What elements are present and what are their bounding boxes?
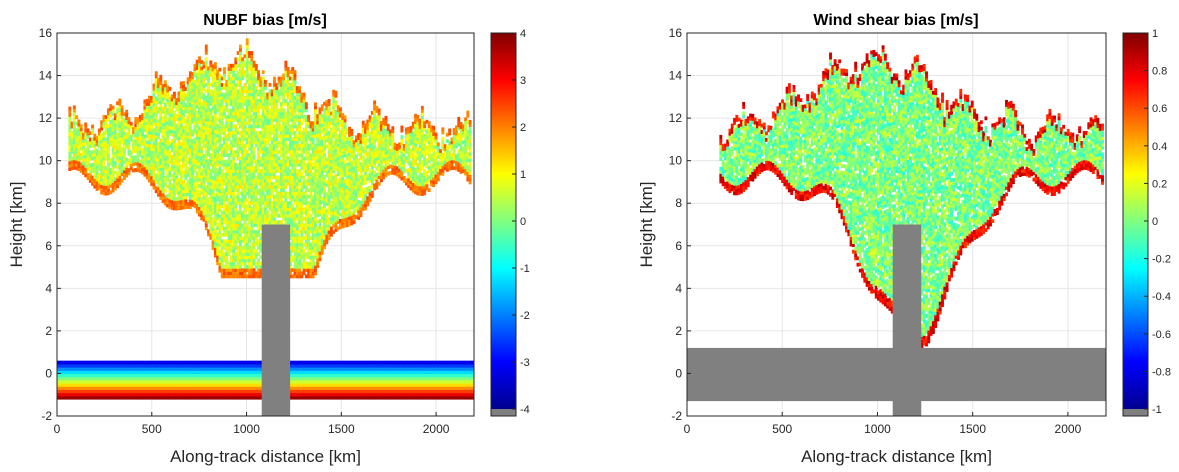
heatmap-cell [68, 107, 71, 111]
heatmap-cell [84, 122, 87, 126]
heatmap-cell [334, 100, 337, 104]
heatmap-cell [75, 115, 78, 119]
heatmap-cell [255, 64, 258, 68]
heatmap-cell [269, 83, 272, 87]
heatmap-cell [339, 107, 342, 111]
heatmap-cell [284, 61, 287, 65]
heatmap-cell [250, 51, 253, 55]
heatmap-cell [118, 99, 121, 103]
heatmap-cell [314, 102, 317, 106]
heatmap-cell [305, 102, 308, 106]
heatmap-cell [218, 68, 221, 72]
heatmap-cell [209, 60, 212, 64]
heatmap-cell [262, 70, 265, 74]
heatmap-cell [80, 124, 83, 128]
heatmap-cell [112, 106, 115, 110]
heatmap-cell [328, 99, 331, 103]
heatmap-cell [155, 71, 158, 75]
heatmap-cell [159, 75, 162, 79]
chart-title: NUBF bias [m/s] [203, 12, 327, 29]
heatmap-cell [125, 110, 128, 114]
heatmap-cell [164, 189, 167, 193]
heatmap-cell [128, 117, 131, 121]
heatmap-cell [205, 45, 208, 49]
heatmap-cell [307, 115, 310, 119]
heatmap-cell [198, 56, 201, 60]
heatmap-cell [223, 67, 226, 71]
heatmap-cell [344, 115, 347, 119]
heatmap-cell [350, 129, 353, 133]
heatmap-cell [246, 38, 249, 42]
heatmap-cell [77, 119, 80, 123]
heatmap-cell [182, 81, 185, 85]
heatmap-cell [214, 62, 217, 66]
heatmap-cell [298, 86, 301, 90]
heatmap-cell [205, 57, 208, 61]
heatmap-cell [173, 92, 176, 96]
heatmap-cell [264, 80, 267, 84]
heatmap-cell [303, 93, 306, 97]
heatmap-cell [168, 87, 171, 91]
heatmap-cell [239, 45, 242, 49]
heatmap-cell [130, 122, 133, 126]
heatmap-cell [164, 80, 167, 84]
heatmap-cell [273, 77, 276, 81]
heatmap-cell [334, 91, 337, 95]
heatmap-cell [73, 105, 76, 109]
heatmap-cell [121, 105, 124, 109]
heatmap-cell [294, 70, 297, 74]
heatmap-cell [91, 125, 94, 129]
heatmap-cell [257, 70, 260, 74]
